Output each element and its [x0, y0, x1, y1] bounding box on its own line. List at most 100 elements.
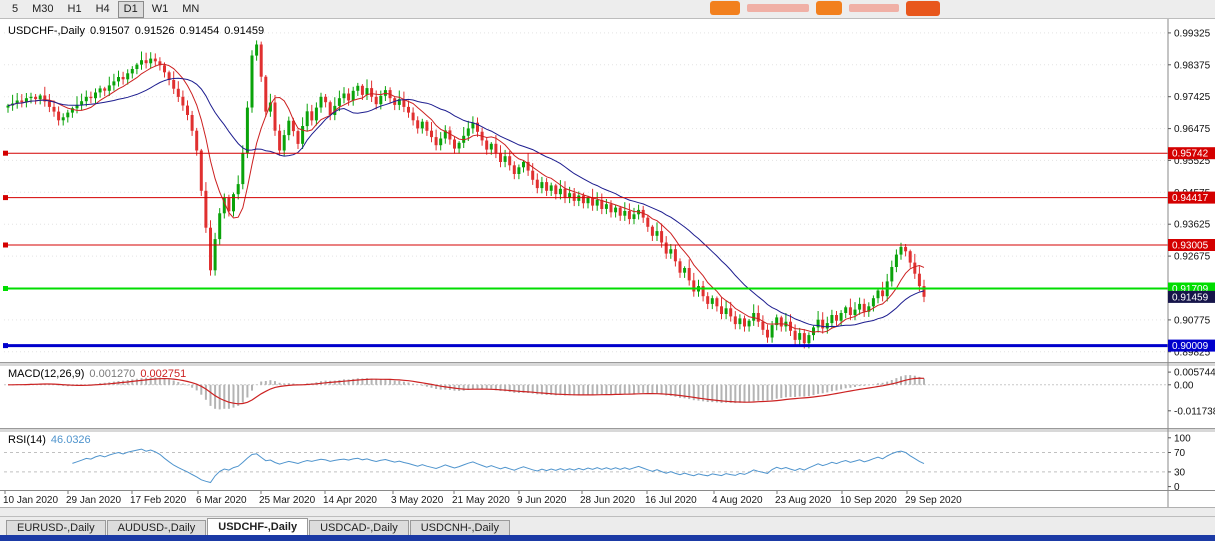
candle-body: [729, 308, 733, 317]
timeframe-button-w1[interactable]: W1: [151, 2, 169, 15]
current-price-badge: 0.91459: [1168, 290, 1215, 303]
candle-body: [890, 267, 894, 282]
candle-body: [595, 199, 599, 206]
date-label: 28 Jun 2020: [580, 495, 635, 506]
candle-body: [347, 93, 351, 101]
candle-body: [798, 333, 802, 340]
candle-body: [43, 95, 47, 102]
timeframe-button-h1[interactable]: H1: [67, 2, 82, 15]
candle-body: [167, 72, 171, 80]
rsi-name-label: RSI(14): [8, 434, 46, 446]
candle-body: [204, 190, 208, 228]
svg-text:0.91709: 0.91709: [1172, 284, 1209, 295]
candle-body: [554, 185, 558, 195]
candle-body: [163, 65, 166, 73]
timeframe-button-d1[interactable]: D1: [117, 0, 144, 18]
candle-body: [430, 130, 433, 138]
candle-body: [103, 88, 107, 91]
hline-handle-icon: [3, 242, 8, 248]
candle-body: [453, 139, 456, 149]
candle-body: [614, 207, 618, 213]
rsi-layer: [4, 448, 1168, 484]
candle-body: [830, 315, 834, 324]
candle-body: [15, 100, 19, 104]
rsi-tick-label: 70: [1174, 448, 1186, 459]
candle-body: [604, 204, 608, 209]
candle-body: [24, 98, 28, 103]
candle-body: [121, 77, 125, 80]
candle-body: [356, 85, 360, 91]
candle-body: [278, 130, 282, 151]
candle-body: [489, 143, 493, 150]
rsi-value: 46.0326: [50, 434, 91, 446]
candle-body: [407, 106, 410, 113]
candle-body: [213, 239, 217, 271]
timeframe-button-mn[interactable]: MN: [182, 2, 200, 15]
candle-body: [558, 188, 562, 195]
candle-body: [324, 96, 328, 103]
timeframe-button-m30[interactable]: M30: [32, 2, 54, 15]
candle-body: [664, 242, 668, 254]
price-tick-label: 0.96475: [1174, 124, 1211, 135]
date-label: 16 Jul 2020: [645, 495, 697, 506]
candle-body: [337, 98, 341, 106]
candle-body: [586, 197, 590, 204]
ohlc-open: 0.91507: [90, 25, 130, 37]
chart-tab-audusd-daily[interactable]: AUDUSD-,Daily: [106, 520, 207, 536]
candle-body: [572, 193, 576, 201]
chart-tab-usdcnh-daily[interactable]: USDCNH-,Daily: [409, 520, 510, 536]
date-label: 3 May 2020: [391, 495, 444, 506]
candle-body: [144, 60, 148, 64]
chart-tab-usdchf-daily[interactable]: USDCHF-,Daily: [207, 518, 309, 536]
candle-body: [75, 104, 79, 109]
rsi-tick-label: 30: [1174, 467, 1186, 478]
candle-body: [209, 227, 212, 271]
candle-body: [245, 107, 249, 153]
timeframe-buttons: 5 M30 H1 H4 D1 W1 MN: [6, 0, 205, 18]
macd-indicator-header: MACD(12,26,9) 0.001270 0.002751: [8, 368, 191, 380]
timeframe-button-h4[interactable]: H4: [95, 2, 110, 15]
price-tick-label: 0.93625: [1174, 220, 1211, 231]
candle-body: [775, 317, 779, 326]
candle-body: [756, 313, 760, 322]
candle-body: [812, 327, 815, 336]
candle-body: [34, 96, 38, 100]
candle-body: [913, 262, 917, 274]
candle-body: [508, 156, 512, 166]
chart-tab-usdcad-daily[interactable]: USDCAD-,Daily: [309, 520, 409, 536]
candle-body: [738, 318, 742, 325]
chart-tab-eurusd-daily[interactable]: EURUSD-,Daily: [6, 520, 106, 536]
candle-body: [591, 197, 595, 206]
candle-body: [222, 197, 226, 214]
date-label: 29 Jan 2020: [66, 495, 121, 506]
candle-body: [420, 121, 424, 129]
svg-text:0.93005: 0.93005: [1172, 241, 1209, 252]
panel-divider: [0, 428, 1215, 432]
candle-body: [632, 214, 636, 219]
candle-body: [733, 316, 737, 325]
candle-body: [701, 286, 705, 297]
candle-body: [149, 58, 153, 64]
date-label: 10 Jan 2020: [3, 495, 58, 506]
candle-body: [379, 95, 383, 105]
macd-signal-value: 0.002751: [140, 368, 187, 380]
candle-body: [678, 261, 682, 273]
candle-body: [683, 268, 687, 273]
candle-body: [107, 85, 111, 91]
candle-body: [411, 112, 415, 121]
candle-body: [720, 306, 723, 314]
candle-body: [494, 143, 498, 153]
rsi-line: [72, 448, 925, 484]
macd-layer: [4, 375, 1168, 410]
candle-body: [853, 309, 857, 315]
candle-body: [899, 246, 903, 255]
ma-fast-line: [7, 63, 925, 333]
candle-body: [255, 44, 259, 56]
logo-mark-icon: [906, 0, 940, 16]
timeframe-button-5[interactable]: 5: [12, 2, 19, 15]
candle-body: [176, 88, 180, 97]
date-label: 17 Feb 2020: [130, 495, 187, 506]
candle-body: [825, 323, 829, 329]
hline-handle-icon: [3, 195, 8, 201]
